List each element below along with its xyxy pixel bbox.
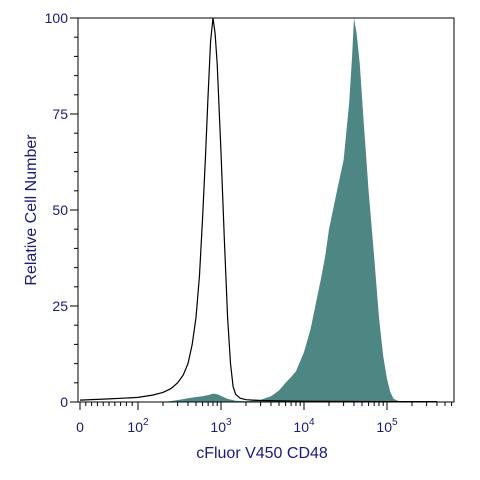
y-tick-label: 75: [52, 106, 68, 122]
plot-frame: [77, 17, 455, 403]
y-tick-label: 100: [45, 10, 69, 26]
x-axis-ticks: [79, 402, 453, 410]
filled-histogram-series: [163, 18, 412, 402]
x-tick-label: 104: [293, 417, 315, 435]
y-axis-ticks: [70, 17, 78, 403]
x-axis-title: cFluor V450 CD48: [196, 445, 328, 462]
y-tick-label: 0: [60, 394, 68, 410]
outline-histogram-series: [79, 17, 437, 403]
x-tick-label: 103: [210, 417, 232, 435]
x-tick-exponent: 4: [309, 417, 315, 428]
plot-area: [79, 17, 437, 403]
x-tick-exponent: 5: [392, 417, 398, 428]
x-tick-label: 105: [376, 417, 398, 435]
y-axis-title: Relative Cell Number: [23, 134, 40, 286]
x-tick-label: 102: [127, 417, 149, 435]
x-axis-tick-labels: 0 102 103 104 105: [76, 417, 398, 435]
x-tick-label: 0: [76, 419, 84, 435]
x-tick-exponent: 3: [226, 417, 232, 428]
y-tick-label: 50: [52, 202, 68, 218]
y-axis-tick-labels: 0 25 50 75 100: [45, 10, 69, 410]
y-tick-label: 25: [52, 298, 68, 314]
x-tick-exponent: 2: [143, 417, 149, 428]
